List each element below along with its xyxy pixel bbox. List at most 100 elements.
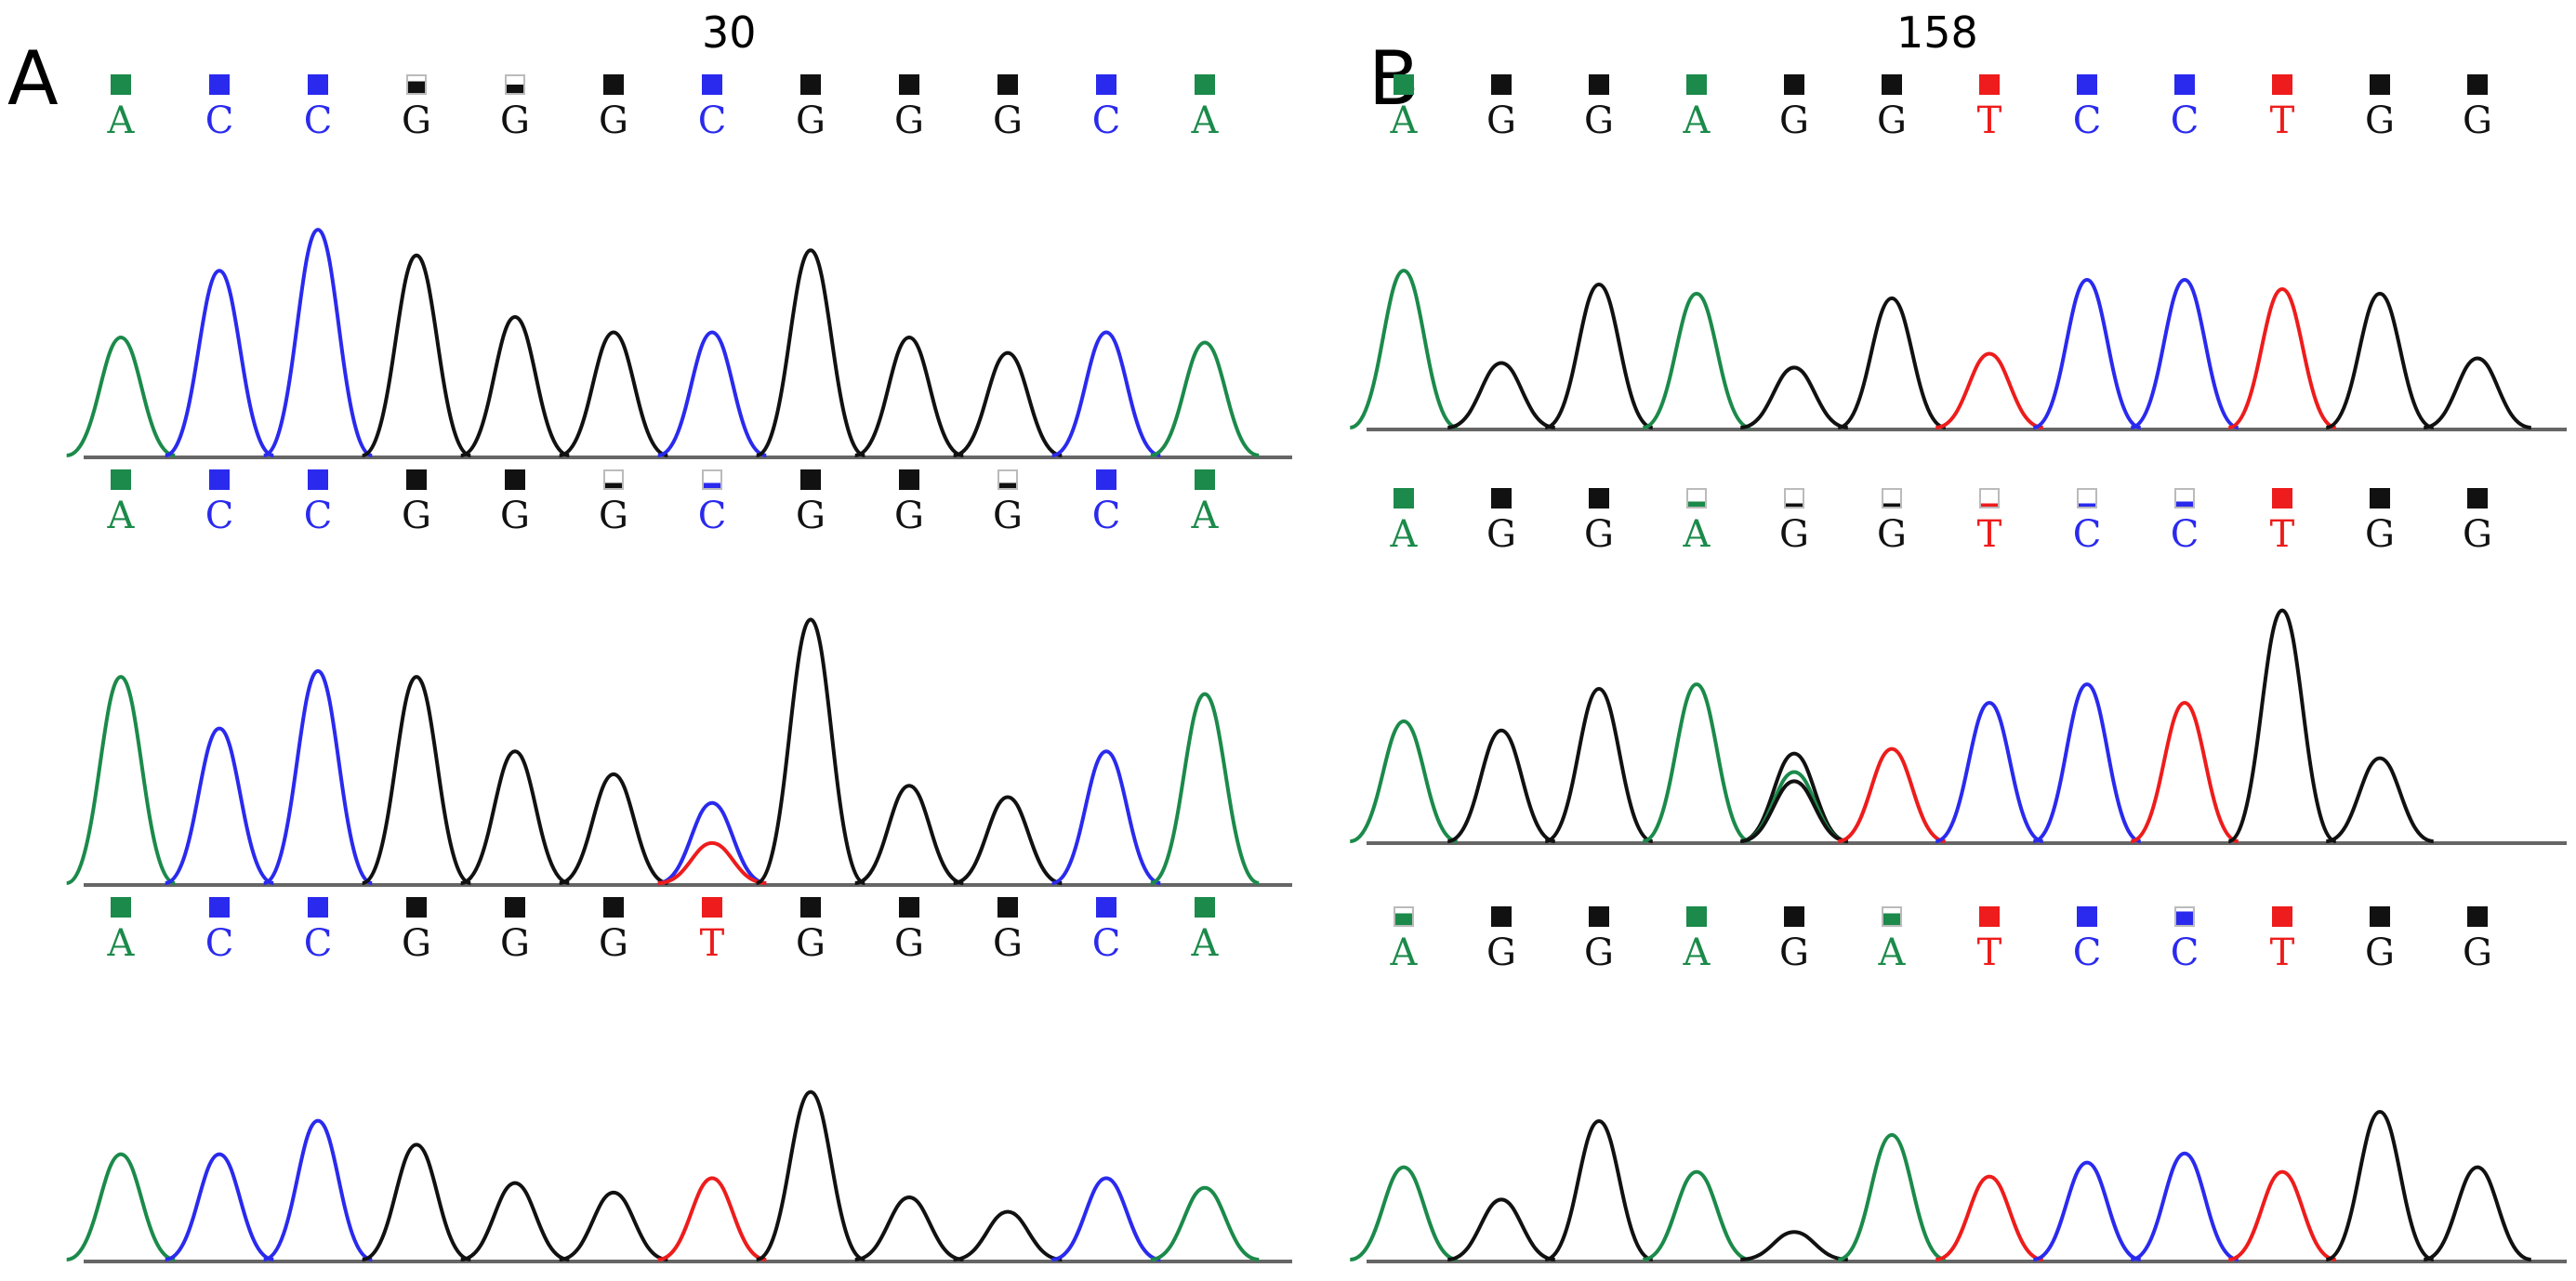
quality-bar <box>1195 74 1215 95</box>
base-letter: A <box>1191 922 1219 965</box>
base-letter: G <box>993 922 1023 965</box>
base-letter: G <box>1877 513 1907 556</box>
peak-C <box>1051 749 1161 885</box>
base-call: G <box>1766 488 1822 553</box>
base-letter: T <box>1976 513 2002 556</box>
base-letter: C <box>303 495 333 537</box>
peak-T <box>1837 746 1947 843</box>
base-letter: T <box>2269 513 2295 556</box>
base-call: G <box>881 897 937 962</box>
peak-A <box>1642 1169 1751 1261</box>
base-call: G <box>1571 488 1627 553</box>
base-letter: G <box>2365 99 2395 142</box>
base-letter: C <box>205 922 234 965</box>
quality-bar <box>1882 74 1902 95</box>
chromatogram-plot <box>66 617 1292 887</box>
base-call: A <box>93 897 149 962</box>
base-letter: G <box>894 922 924 965</box>
base-letter: C <box>205 495 234 537</box>
quality-bar <box>1882 488 1902 508</box>
base-call: G <box>2450 906 2505 971</box>
peak-C <box>2032 682 2142 843</box>
quality-bar <box>2370 488 2390 508</box>
base-letter: G <box>1486 99 1516 142</box>
quality-bar <box>406 897 427 918</box>
base-letter: G <box>402 99 431 142</box>
base-letter: C <box>1091 922 1121 965</box>
base-call: C <box>2059 906 2115 971</box>
base-call: G <box>1864 488 1920 553</box>
base-call: C <box>2059 488 2115 553</box>
base-letter: A <box>1683 513 1711 556</box>
quality-bar <box>1686 74 1707 95</box>
quality-bar <box>702 74 722 95</box>
peak-G <box>1739 365 1849 429</box>
base-letter: G <box>2365 513 2395 556</box>
base-letter: G <box>796 99 826 142</box>
peak-G <box>1837 296 1947 429</box>
peak-G <box>559 772 668 885</box>
peak-T <box>2227 1169 2337 1261</box>
quality-bar <box>1979 488 2000 508</box>
base-call: T <box>2254 488 2310 553</box>
peak-G <box>362 675 471 885</box>
peak-A <box>66 675 176 885</box>
base-letter: A <box>1390 931 1418 974</box>
peak-G <box>953 1209 1063 1261</box>
quality-bar <box>1686 488 1707 508</box>
peak-C <box>657 330 767 457</box>
base-letter: G <box>993 99 1023 142</box>
base-call: C <box>2157 906 2213 971</box>
peak-G <box>2325 291 2435 429</box>
peak-G <box>559 1190 668 1261</box>
base-call: G <box>586 74 641 139</box>
base-call: C <box>2157 74 2213 139</box>
chromatogram-plot <box>1349 269 2567 431</box>
base-letter: T <box>2269 931 2295 974</box>
peak-C <box>2032 1160 2142 1261</box>
quality-bar <box>2272 488 2292 508</box>
base-call: A <box>1669 906 1724 971</box>
base-letter: A <box>1683 931 1711 974</box>
base-call: C <box>2059 74 2115 139</box>
base-call: A <box>1376 74 1432 139</box>
quality-bar <box>1784 488 1804 508</box>
peak-A <box>1642 291 1751 429</box>
quality-bar <box>2467 906 2488 927</box>
base-call: G <box>980 897 1036 962</box>
base-call: A <box>1376 488 1432 553</box>
quality-bar <box>1195 897 1215 918</box>
quality-bar <box>505 74 525 95</box>
base-letter: A <box>107 99 135 142</box>
base-call: T <box>2254 74 2310 139</box>
peak-C <box>1051 330 1161 457</box>
base-letter: C <box>2170 99 2200 142</box>
quality-bar <box>111 897 131 918</box>
base-letter: C <box>2072 513 2102 556</box>
peak-C <box>263 228 373 457</box>
base-call: G <box>2352 488 2408 553</box>
peak-G <box>2227 608 2337 843</box>
peak-G <box>1544 687 1654 843</box>
base-letter: C <box>2170 513 2200 556</box>
base-call: C <box>684 74 740 139</box>
base-call: A <box>1177 897 1233 962</box>
base-call: C <box>684 469 740 535</box>
quality-bar <box>997 897 1018 918</box>
base-call: T <box>2254 906 2310 971</box>
peak-G <box>854 784 964 885</box>
base-letter: G <box>1486 513 1516 556</box>
base-letter: A <box>107 922 135 965</box>
peak-G <box>460 1181 570 1261</box>
quality-bar <box>2077 906 2097 927</box>
peak-G <box>1544 1118 1654 1261</box>
base-letter: A <box>1390 99 1418 142</box>
base-letter: G <box>599 922 628 965</box>
base-call: G <box>586 897 641 962</box>
base-call: G <box>389 74 444 139</box>
